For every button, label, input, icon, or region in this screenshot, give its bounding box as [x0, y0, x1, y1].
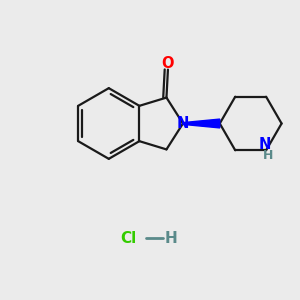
Text: O: O — [162, 56, 174, 70]
Text: H: H — [263, 149, 274, 162]
Text: Cl: Cl — [120, 231, 136, 246]
Text: N: N — [259, 137, 271, 152]
Polygon shape — [183, 119, 220, 128]
Text: N: N — [177, 116, 189, 131]
Text: H: H — [164, 231, 177, 246]
